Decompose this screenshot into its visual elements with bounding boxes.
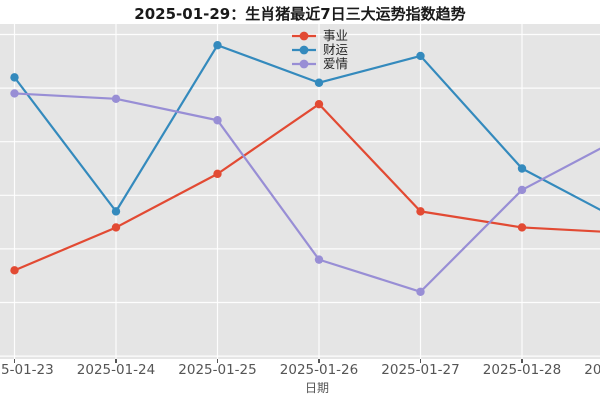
x-tick-label: 2025-01-24 <box>76 362 156 378</box>
data-point <box>416 287 425 296</box>
data-point <box>314 99 324 109</box>
x-tick-mark <box>419 359 422 363</box>
data-point <box>10 266 19 275</box>
data-point <box>416 51 425 61</box>
data-point <box>517 185 527 195</box>
x-tick-mark <box>216 359 219 363</box>
data-point <box>416 207 425 216</box>
data-point <box>213 41 222 50</box>
x-tick-label: 2025-01-23 <box>0 362 54 378</box>
data-point <box>111 223 121 232</box>
data-point <box>111 207 121 216</box>
wealth-line-marker-icon <box>292 45 316 55</box>
series-line-事业 <box>14 103 600 272</box>
x-axis-title: 日期 <box>304 381 330 395</box>
x-tick-mark <box>13 359 16 363</box>
data-point <box>517 164 527 173</box>
legend-item-wealth: 财运 <box>291 42 349 57</box>
x-tick-mark <box>115 359 117 363</box>
data-point <box>213 169 222 179</box>
data-point <box>213 116 222 125</box>
x-tick-label: 2025-01-28 <box>482 362 562 378</box>
x-tick-mark <box>318 359 320 363</box>
data-point <box>111 94 121 104</box>
data-point <box>10 89 19 98</box>
legend: 事业 财运 爱情 <box>291 28 349 71</box>
x-tick-mark <box>521 359 523 363</box>
data-point <box>517 223 527 232</box>
career-line-marker-icon <box>292 31 316 41</box>
plot-area <box>0 24 600 359</box>
x-tick-label: 2025-01-26 <box>279 362 359 378</box>
x-tick-label: 2025-01-29 <box>584 362 600 378</box>
legend-label-career: 事业 <box>323 28 349 43</box>
x-tick-label: 2025-01-27 <box>381 362 460 378</box>
chart-title: 2025-01-29：生肖猪最近7日三大运势指数趋势 <box>134 5 466 23</box>
legend-label-love: 爱情 <box>323 56 349 71</box>
love-line-marker-icon <box>292 59 316 69</box>
legend-label-wealth: 财运 <box>323 42 349 57</box>
data-point <box>314 255 324 264</box>
line-chart-canvas <box>0 24 600 359</box>
legend-item-career: 事业 <box>291 28 349 43</box>
x-tick-label: 2025-01-25 <box>178 362 257 378</box>
data-point <box>10 73 19 82</box>
legend-item-love: 爱情 <box>291 56 349 71</box>
data-point <box>314 78 324 87</box>
